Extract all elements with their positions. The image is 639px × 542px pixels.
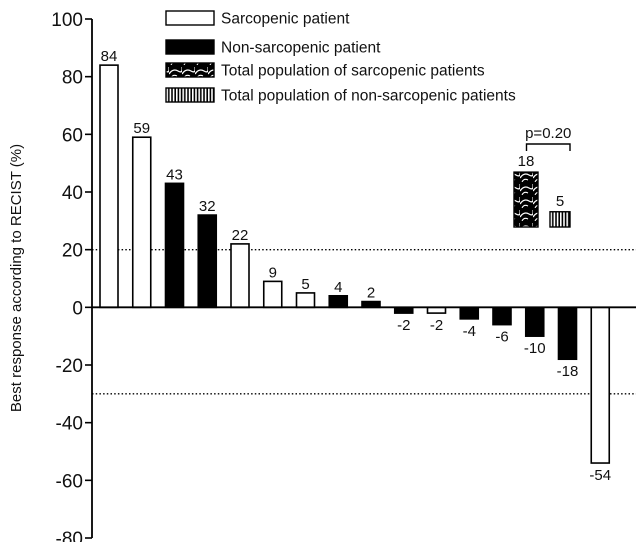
bar-value-label: 43 xyxy=(166,166,183,183)
bar-value-label: 32 xyxy=(199,198,216,215)
y-tick-label: -80 xyxy=(56,529,83,542)
significance-bracket xyxy=(525,143,571,151)
bar xyxy=(131,136,152,309)
legend: Sarcopenic patient Non-sarcopenic patient… xyxy=(165,10,516,105)
bar-value-label: 5 xyxy=(301,276,309,293)
bar-value-label: -2 xyxy=(430,317,443,334)
legend-swatch xyxy=(165,39,215,55)
legend-swatch xyxy=(165,10,215,26)
bar xyxy=(295,292,316,309)
y-tick-label: 60 xyxy=(62,125,83,146)
y-axis: 100 80 60 40 20 0 -20 -40 -60 -80 xyxy=(51,10,636,542)
bar-value-label: 59 xyxy=(133,120,150,137)
y-tick-label: 20 xyxy=(62,241,83,262)
y-tick-label: 80 xyxy=(62,68,83,89)
bar xyxy=(197,214,218,309)
bar xyxy=(524,306,545,337)
summary-bar xyxy=(513,171,539,228)
legend-label: Sarcopenic patient xyxy=(221,11,350,28)
bar-value-label: -54 xyxy=(589,467,611,484)
bar-value-label: 2 xyxy=(367,285,375,302)
bar xyxy=(557,306,578,361)
y-tick-label: 40 xyxy=(62,183,83,204)
bar xyxy=(164,182,185,309)
bar-labels: 84 59 43 32 22 9 5 4 2 -2 -2 -4 -6 -10 -18 -54 xyxy=(101,48,611,484)
legend-label: Non-sarcopenic patient xyxy=(221,40,381,57)
y-axis-title: Best response according to RECIST (%) xyxy=(8,144,25,412)
y-tick-label: 0 xyxy=(72,298,83,319)
y-tick-label: -40 xyxy=(56,414,83,435)
y-tick-label: -20 xyxy=(56,356,83,377)
bar xyxy=(99,64,119,309)
y-tick-label: -60 xyxy=(56,471,83,492)
bar-value-label: 9 xyxy=(269,264,277,281)
bar-value-label: 22 xyxy=(232,227,249,244)
p-value-label: p=0.20 xyxy=(525,125,571,142)
bar-value-label: -2 xyxy=(397,317,410,334)
bar xyxy=(230,243,250,309)
summary-inset: 18 5 p=0.20 xyxy=(513,125,571,228)
bars xyxy=(99,64,611,464)
legend-swatch xyxy=(165,62,215,78)
bar-value-label: -10 xyxy=(524,340,546,357)
summary-bar xyxy=(549,211,571,228)
bar-value-label: 4 xyxy=(334,279,342,296)
summary-bar-label: 5 xyxy=(556,193,564,210)
bar xyxy=(328,294,349,309)
y-tick-label: 100 xyxy=(51,10,83,31)
legend-swatch xyxy=(165,87,215,103)
bar-value-label: 84 xyxy=(101,48,118,65)
legend-label: Total population of sarcopenic patients xyxy=(221,63,485,80)
bar xyxy=(492,306,512,326)
bar xyxy=(262,280,283,309)
bar-value-label: -6 xyxy=(495,329,508,346)
bar xyxy=(459,306,480,320)
bar-value-label: -18 xyxy=(557,363,579,380)
bar xyxy=(590,306,611,464)
summary-bar-label: 18 xyxy=(518,153,535,170)
bar-value-label: -4 xyxy=(463,323,476,340)
legend-label: Total population of non-sarcopenic patie… xyxy=(221,88,516,105)
